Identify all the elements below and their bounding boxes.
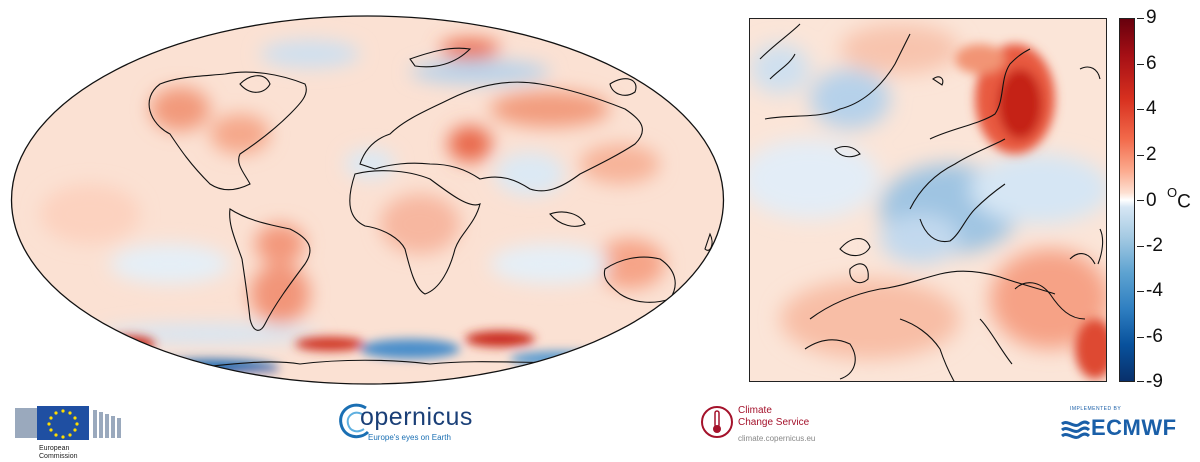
colorbar-tick: [1137, 18, 1144, 19]
climate-change-service-logo[interactable]: Climate Change Service climate.copernicu…: [700, 400, 840, 450]
colorbar-tick-label: -2: [1146, 235, 1163, 256]
ecmwf-waves-icon: [1061, 420, 1090, 439]
eu-logo-line1: European: [39, 445, 70, 452]
colorbar-tick-label: 0: [1146, 190, 1157, 211]
colorbar-tick: [1137, 64, 1144, 65]
degree-symbol: O: [1167, 185, 1178, 200]
colorbar-unit-label: OC: [1167, 185, 1191, 213]
colorbar-tick-label: -4: [1146, 280, 1163, 301]
ecmwf-logo[interactable]: IMPLEMENTED BY ECMWF: [1058, 406, 1188, 446]
europe-temperature-anomaly-map: [749, 18, 1107, 382]
colorbar-tick: [1137, 155, 1144, 156]
ecmwf-implemented-by: IMPLEMENTED BY: [1070, 406, 1122, 412]
c3s-line1: Climate: [738, 405, 772, 416]
colorbar-tick: [1137, 200, 1144, 201]
temperature-colorbar: [1119, 18, 1135, 382]
colorbar-tick: [1137, 381, 1144, 382]
european-commission-logo[interactable]: European Commission: [15, 400, 125, 460]
colorbar-tick-label: -9: [1146, 371, 1163, 392]
colorbar-tick: [1137, 337, 1144, 338]
colorbar-tick-label: 2: [1146, 144, 1157, 165]
colorbar-tick: [1137, 291, 1144, 292]
unit-letter: C: [1177, 191, 1191, 213]
copernicus-c-icon: [339, 403, 370, 439]
copernicus-wordmark: opernicus: [360, 403, 473, 431]
colorbar-tick-label: 9: [1146, 7, 1157, 28]
colorbar-tick-label: 4: [1146, 98, 1157, 119]
copernicus-tagline: Europe's eyes on Earth: [368, 433, 451, 442]
colorbar-tick: [1137, 246, 1144, 247]
colorbar-tick-label: 6: [1146, 53, 1157, 74]
thermometer-icon: [701, 406, 733, 438]
colorbar-tick-label: -6: [1146, 326, 1163, 347]
copernicus-logo[interactable]: opernicus Europe's eyes on Earth: [338, 400, 472, 450]
c3s-url[interactable]: climate.copernicus.eu: [738, 434, 816, 443]
c3s-line2: Change Service: [738, 417, 810, 428]
colorbar-tick: [1137, 109, 1144, 110]
ecmwf-wordmark: ECMWF: [1091, 415, 1177, 440]
europe-map-canvas: [750, 19, 1106, 381]
eu-flag-icon: [15, 406, 121, 440]
global-temperature-anomaly-map: [10, 15, 725, 385]
eu-logo-line2: Commission: [39, 453, 78, 460]
